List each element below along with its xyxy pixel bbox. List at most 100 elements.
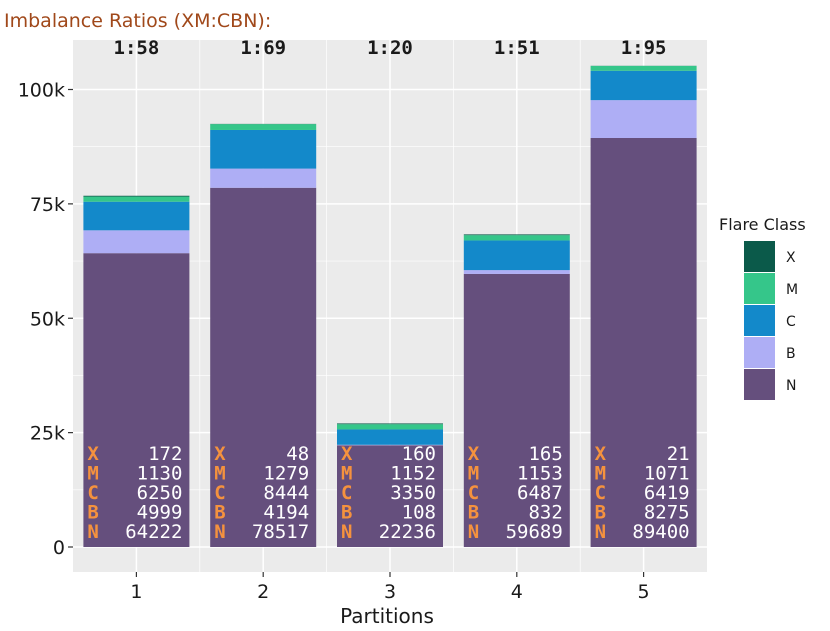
y-tick-label: 50k [30, 308, 65, 330]
count-value-label: 21 [667, 443, 690, 465]
count-class-label: N [341, 521, 352, 543]
count-class-label: B [595, 502, 606, 524]
count-value-label: 160 [402, 443, 436, 465]
x-tick-label: 2 [257, 581, 269, 603]
bar-segment-m [210, 124, 317, 130]
count-class-label: X [595, 443, 607, 465]
bar-segment-m [337, 424, 443, 430]
legend-swatch-c [744, 305, 775, 336]
count-class-label: B [341, 502, 352, 524]
count-class-label: X [214, 443, 226, 465]
legend-label: M [786, 282, 798, 298]
count-class-label: M [595, 463, 606, 485]
bar-segment-x [337, 423, 443, 425]
y-axis: 0 25k 50k 75k 100k [18, 80, 73, 559]
ratio-label: 1:95 [621, 37, 667, 59]
bar-segment-b [590, 100, 697, 138]
count-value-label: 8275 [644, 502, 690, 524]
count-class-label: M [214, 463, 225, 485]
count-value-label: 6250 [137, 482, 183, 504]
count-value-label: 8444 [263, 482, 309, 504]
bar-segment-c [590, 70, 697, 101]
count-class-label: B [87, 502, 98, 524]
count-class-label: N [468, 521, 479, 543]
bar-segment-b [463, 270, 570, 274]
count-class-label: X [87, 443, 99, 465]
legend-label: X [786, 250, 796, 266]
count-value-label: 1152 [390, 463, 436, 485]
bar-segment-m [590, 65, 697, 71]
legend-swatch-b [744, 337, 775, 368]
bar-segment-n [337, 445, 443, 547]
count-class-label: N [214, 521, 225, 543]
count-value-label: 48 [286, 443, 309, 465]
bar-segment-c [210, 129, 317, 169]
y-tick-label: 0 [53, 537, 65, 559]
ratio-labels: 1:58 1:69 1:20 1:51 1:95 [114, 37, 667, 59]
count-class-label: M [468, 463, 479, 485]
bar-segment-m [83, 196, 190, 202]
legend-label: B [786, 346, 796, 362]
count-class-label: B [214, 502, 225, 524]
ratio-label: 1:20 [367, 37, 413, 59]
count-labels: X 172 M 1130 C 6250 B 4999 N 64222 X 48 M 1279 C 8444 B 4… [87, 443, 689, 543]
count-value-label: 172 [148, 443, 182, 465]
legend-swatch-m [744, 273, 775, 304]
count-value-label: 6419 [644, 482, 690, 504]
count-value-label: 22236 [379, 521, 436, 543]
bar-segment-n [83, 253, 190, 547]
count-class-label: C [341, 482, 352, 504]
count-class-label: M [341, 463, 352, 485]
count-value-label: 4999 [137, 502, 183, 524]
legend-swatch-n [744, 369, 775, 400]
count-value-label: 6487 [517, 482, 563, 504]
count-class-label: X [468, 443, 480, 465]
count-value-label: 1130 [137, 463, 183, 485]
x-tick-label: 5 [638, 581, 650, 603]
count-class-label: B [468, 502, 479, 524]
bar-segment-x [83, 195, 190, 197]
bar-segment-x [463, 234, 570, 236]
bar-segment-m [463, 235, 570, 241]
bar-segment-n [590, 137, 697, 547]
ratio-label: 1:58 [114, 37, 160, 59]
ratio-label: 1:69 [240, 37, 286, 59]
x-axis-title: Partitions [340, 604, 434, 628]
bar-segment-n [463, 273, 570, 547]
count-value-label: 165 [528, 443, 562, 465]
bar-segment-b [210, 168, 317, 188]
count-value-label: 59689 [506, 521, 563, 543]
count-value-label: 4194 [263, 502, 309, 524]
bar-segment-b [83, 230, 190, 254]
y-tick-label: 25k [30, 423, 65, 445]
legend-label: C [786, 314, 796, 330]
count-class-label: M [87, 463, 98, 485]
count-value-label: 78517 [252, 521, 309, 543]
bar-segment-c [83, 201, 190, 231]
bar-segment-c [463, 240, 570, 271]
legend-title: Flare Class [719, 215, 806, 234]
count-class-label: C [595, 482, 606, 504]
count-value-label: 3350 [390, 482, 436, 504]
count-value-label: 832 [528, 502, 562, 524]
x-tick-label: 4 [511, 581, 523, 603]
x-tick-label: 1 [130, 581, 142, 603]
y-tick-label: 100k [18, 80, 65, 102]
count-value-label: 1071 [644, 463, 690, 485]
legend-label: N [786, 378, 796, 394]
bar-segment-c [337, 429, 443, 445]
x-tick-label: 3 [384, 581, 396, 603]
count-class-label: N [87, 521, 98, 543]
count-value-label: 1153 [517, 463, 563, 485]
count-class-label: X [341, 443, 353, 465]
ratio-label: 1:51 [494, 37, 540, 59]
bars [83, 65, 697, 547]
count-class-label: N [595, 521, 606, 543]
count-value-label: 1279 [263, 463, 309, 485]
count-value-label: 89400 [632, 521, 689, 543]
count-class-label: C [214, 482, 225, 504]
x-axis: 1 2 3 4 5 [130, 572, 650, 603]
bar-segment-n [210, 187, 317, 547]
y-tick-label: 75k [30, 194, 65, 216]
